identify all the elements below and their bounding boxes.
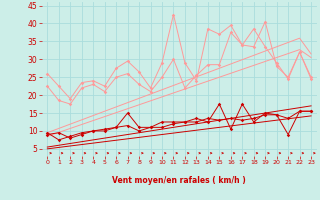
- X-axis label: Vent moyen/en rafales ( km/h ): Vent moyen/en rafales ( km/h ): [112, 176, 246, 185]
